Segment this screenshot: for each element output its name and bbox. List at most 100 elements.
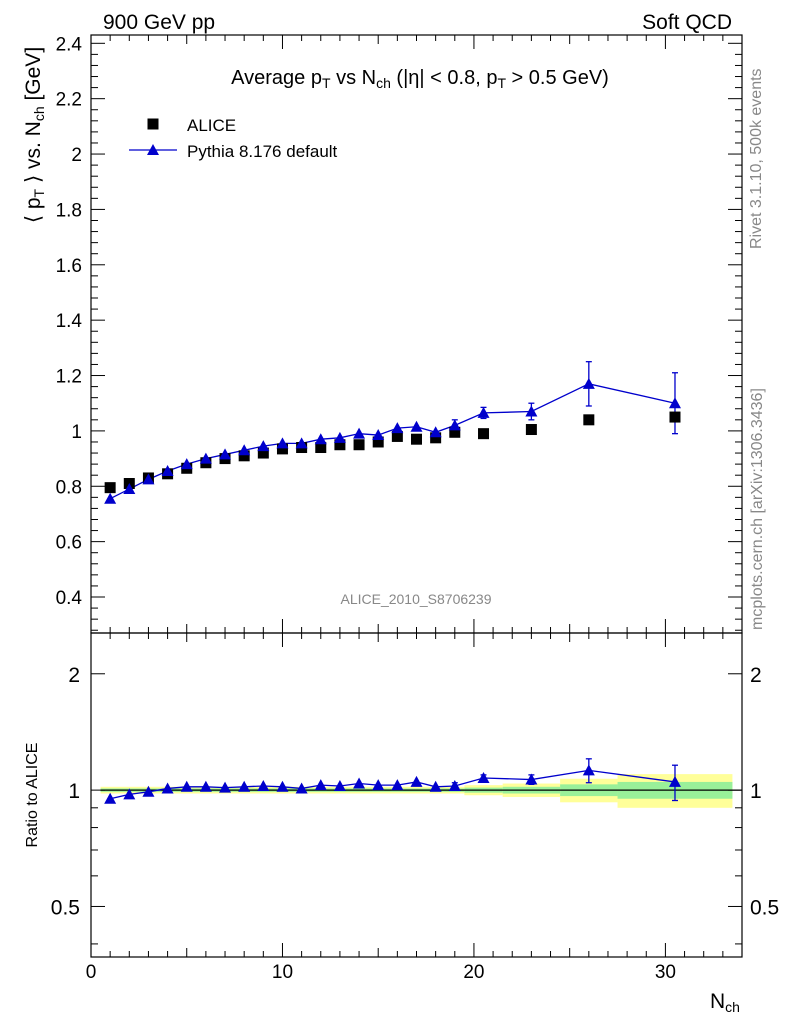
alice-point (372, 436, 384, 448)
ratio-point (180, 780, 193, 792)
subscript: ch (725, 999, 740, 1015)
text-part: > 0.5 GeV) (506, 67, 609, 89)
main-y-tick-label: 2 (71, 145, 82, 166)
pythia-point (448, 419, 461, 431)
text-part: vs N (331, 67, 377, 89)
ratio-point (391, 779, 404, 791)
pythia-point (429, 426, 442, 438)
ratio-y-tick-label: 1 (68, 780, 80, 803)
pythia-point (238, 444, 251, 456)
main-y-tick-label: 1.6 (56, 256, 82, 277)
ratio-point (276, 780, 289, 792)
alice-point (238, 450, 250, 462)
pythia-point (372, 429, 385, 441)
ratio-point (238, 780, 251, 792)
alice-point (391, 430, 403, 442)
x-tick-label: 30 (655, 962, 676, 983)
alice-point (478, 428, 490, 440)
ratio-point (104, 792, 117, 804)
main-y-tick-label: 2.4 (56, 34, 83, 55)
legend: ALICE Pythia 8.176 default (129, 116, 338, 161)
alice-point (449, 426, 461, 438)
pythia-point (199, 452, 212, 464)
legend-pythia-label: Pythia 8.176 default (187, 142, 338, 161)
main-y-tick-label: 0.4 (56, 588, 83, 609)
main-y-ticks: 0.4 0.6 0.8 1 1.2 1.4 1.6 1.8 2 2.2 2.4 (56, 34, 742, 631)
ratio-data (104, 758, 681, 804)
main-y-tick-label: 0.8 (56, 477, 82, 498)
alice-point (430, 432, 442, 444)
ratio-point (525, 773, 538, 785)
ratio-point (429, 780, 442, 792)
subscript: T (322, 75, 331, 91)
x-tick-label: 20 (463, 962, 484, 983)
alice-point (257, 447, 269, 459)
pythia-point (123, 483, 136, 495)
text-part: ⟩ vs. N (22, 121, 45, 189)
ratio-point (314, 779, 327, 791)
legend-pythia-marker (147, 144, 159, 155)
ratio-point (477, 771, 490, 783)
ratio-y-tick-label: 0.5 (51, 896, 80, 919)
pythia-point (142, 473, 155, 485)
subscript: T (31, 188, 47, 197)
alice-point (583, 414, 595, 426)
ratio-point (219, 781, 232, 793)
main-y-tick-label: 1.8 (56, 200, 82, 221)
ratio-y-tick-label: 2 (68, 664, 80, 687)
text-part: Average p (231, 67, 322, 89)
ratio-point (410, 775, 423, 787)
alice-point (353, 439, 365, 451)
pythia-point (257, 440, 270, 452)
ratio-point (295, 782, 308, 794)
main-data (104, 361, 681, 504)
x-axis-label: Nch (710, 990, 740, 1015)
pythia-point (295, 437, 308, 449)
pythia-point (391, 422, 404, 434)
chart-title: Average pT vs Nch (|η| < 0.8, pT > 0.5 G… (231, 67, 609, 91)
x-ticks: 0 10 20 30 (86, 35, 743, 983)
ratio-point (142, 785, 155, 797)
ratio-point (582, 764, 595, 776)
ratio-point (668, 775, 681, 787)
pythia-point (180, 458, 193, 470)
header-right: Soft QCD (642, 11, 732, 34)
legend-alice-marker (147, 118, 159, 130)
pythia-point (314, 433, 327, 445)
alice-point (315, 442, 327, 454)
ratio-y-axis-label: Ratio to ALICE (24, 743, 41, 848)
pythia-point (104, 492, 117, 504)
ratio-point (123, 788, 136, 800)
pythia-point (410, 420, 423, 432)
x-tick-label: 10 (272, 962, 293, 983)
ratio-point (448, 779, 461, 791)
ratio-y-tick-label-right: 0.5 (750, 896, 779, 919)
ratio-point (199, 780, 212, 792)
ratio-point (333, 779, 346, 791)
side-text-top: Rivet 3.1.10, 500k events (748, 68, 765, 249)
pythia-point (333, 431, 346, 443)
ratio-y-ticks: 0.5 0.5 1 1 2 2 (51, 664, 779, 945)
text-part: N (710, 990, 725, 1013)
pythia-point (219, 448, 232, 460)
pythia-point (276, 437, 289, 449)
ratio-point (161, 782, 174, 794)
pythia-point (161, 465, 174, 477)
alice-point (104, 482, 116, 494)
pythia-point (477, 406, 490, 418)
ratio-point (353, 777, 366, 789)
legend-alice-label: ALICE (187, 116, 236, 135)
main-y-tick-label: 2.2 (56, 90, 82, 111)
pythia-point (525, 405, 538, 417)
header-left: 900 GeV pp (103, 11, 215, 34)
alice-point (276, 443, 288, 455)
y-axis-label: ⟨ pT ⟩ vs. Nch [GeV] (22, 47, 47, 223)
text-part: (|η| < 0.8, p (391, 67, 498, 89)
text-part: [GeV] (22, 47, 45, 107)
main-y-tick-label: 1 (71, 422, 82, 443)
pythia-point (582, 377, 595, 389)
x-tick-label: 0 (86, 962, 97, 983)
subscript: ch (376, 75, 391, 91)
alice-point (334, 439, 346, 451)
